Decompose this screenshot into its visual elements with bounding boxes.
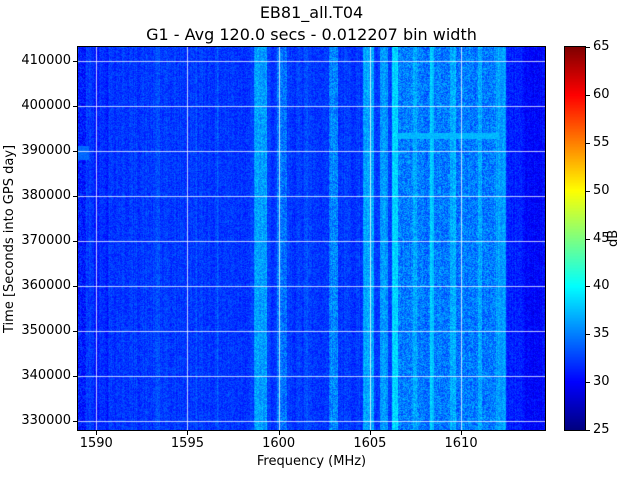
y-tick-mark [73,375,77,377]
x-tick-label: 1595 [170,436,204,451]
y-tick-mark [73,240,77,242]
colorbar-tick-label: 45 [593,230,610,246]
y-tick-mark [73,195,77,197]
y-tick-mark [73,60,77,62]
colorbar-tick-mark [586,47,590,48]
colorbar-tick-label: 50 [593,182,610,198]
colorbar-tick-label: 40 [593,278,610,294]
colorbar-tick-label: 55 [593,134,610,150]
x-tick-mark [96,431,98,435]
colorbar-tick-label: 65 [593,39,610,54]
colorbar-tick-mark [586,190,590,192]
x-tick-label: 1590 [79,436,113,451]
colorbar-tick-label: 30 [593,374,610,390]
colorbar-tick-mark [586,94,590,96]
colorbar-canvas [565,47,585,430]
y-tick-label: 330000 [21,412,71,428]
colorbar-tick-label: 25 [593,422,610,437]
x-tick-mark [369,431,371,435]
x-tick-mark [278,431,280,435]
colorbar-tick-label: 60 [593,86,610,102]
colorbar-tick-mark [586,142,590,144]
y-tick-label: 380000 [21,187,71,203]
colorbar-tick-mark [586,334,590,336]
colorbar-tick-mark [586,238,590,240]
y-tick-label: 400000 [21,97,71,113]
y-axis-label: Time [Seconds into GPS day] [2,144,17,333]
y-tick-label: 390000 [21,142,71,158]
x-tick-label: 1600 [262,436,296,451]
x-tick-label: 1605 [353,436,387,451]
y-tick-label: 410000 [21,52,71,68]
y-tick-mark [73,150,77,152]
y-tick-label: 350000 [21,322,71,338]
x-axis-label: Frequency (MHz) [256,454,367,469]
chart-title: EB81_all.T04 [259,3,364,22]
x-tick-mark [461,431,463,435]
y-tick-mark [73,330,77,332]
heatmap-canvas [78,47,545,430]
colorbar-tick-mark [586,430,590,431]
colorbar-tick-mark [586,382,590,384]
y-tick-mark [73,105,77,107]
x-tick-label: 1610 [444,436,478,451]
colorbar-tick-mark [586,286,590,288]
y-tick-label: 360000 [21,277,71,293]
colorbar-tick-label: 35 [593,326,610,342]
chart-subtitle: G1 - Avg 120.0 secs - 0.012207 bin width [146,25,477,44]
y-tick-label: 340000 [21,367,71,383]
y-tick-mark [73,285,77,287]
y-tick-label: 370000 [21,232,71,248]
x-tick-mark [187,431,189,435]
y-tick-mark [73,420,77,422]
